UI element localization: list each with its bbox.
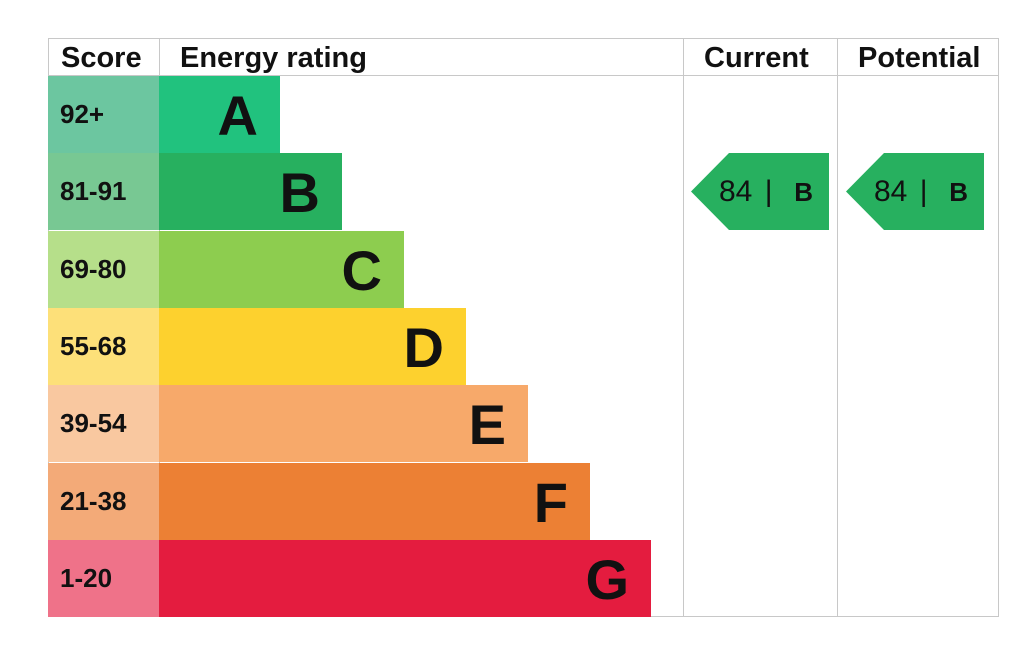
- score-range-d: 55-68: [48, 307, 159, 385]
- rating-letter: G: [585, 547, 629, 611]
- rating-bar-g: G: [159, 539, 651, 617]
- potential-score: 84 |: [874, 175, 928, 208]
- rating-bar-f: F: [159, 462, 590, 540]
- current-column-divider: [683, 38, 684, 617]
- arrow-shape-icon: [691, 153, 829, 230]
- arrow-shape-icon: [846, 153, 984, 230]
- score-range-e: 39-54: [48, 385, 159, 463]
- potential-column-divider: [837, 38, 838, 617]
- rating-letter: B: [279, 161, 320, 225]
- potential-header: Potential: [858, 42, 981, 74]
- rating-letter: A: [217, 84, 258, 147]
- score-range-b: 81-91: [48, 153, 159, 231]
- current-score: 84 |: [719, 175, 773, 208]
- score-range-c: 69-80: [48, 230, 159, 308]
- current-rating-arrow: 84 | B: [691, 153, 829, 230]
- rating-letter: C: [341, 238, 382, 302]
- rating-bar-d: D: [159, 307, 466, 385]
- rating-bar-b: B: [159, 153, 342, 231]
- header-divider: [48, 75, 999, 76]
- score-range-g: 1-20: [48, 539, 159, 617]
- energy-rating-header: Energy rating: [180, 42, 367, 74]
- rating-letter: E: [468, 393, 506, 457]
- rating-letter: D: [403, 315, 444, 379]
- score-range-f: 21-38: [48, 462, 159, 540]
- potential-rating-arrow: 84 | B: [846, 153, 984, 230]
- score-header: Score: [61, 42, 142, 74]
- current-header: Current: [704, 42, 809, 74]
- rating-letter: F: [533, 470, 568, 534]
- potential-band: B: [949, 177, 968, 207]
- current-band: B: [794, 177, 813, 207]
- score-range-a: 92+: [48, 76, 159, 153]
- rating-bar-c: C: [159, 230, 404, 308]
- rating-bar-e: E: [159, 385, 528, 463]
- rating-bar-a: A: [159, 76, 280, 153]
